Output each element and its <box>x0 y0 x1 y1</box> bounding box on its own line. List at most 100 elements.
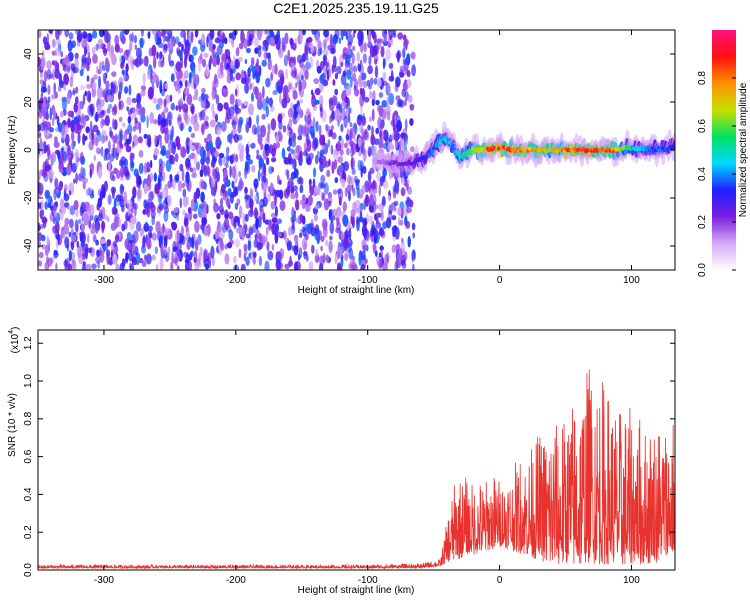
noise-blob <box>81 31 88 39</box>
noise-blob <box>315 34 320 43</box>
noise-blob <box>98 112 105 119</box>
noise-blob <box>338 196 342 206</box>
noise-blob <box>225 49 231 58</box>
noise-blob <box>139 37 144 49</box>
noise-blob <box>299 98 303 104</box>
noise-blob <box>370 77 374 86</box>
noise-blob <box>143 199 148 209</box>
noise-blob <box>312 167 317 178</box>
noise-blob <box>401 88 407 98</box>
noise-blob <box>378 184 381 197</box>
noise-blob <box>328 129 331 138</box>
noise-blob <box>132 125 137 132</box>
noise-blob <box>203 225 208 237</box>
noise-blob <box>238 248 242 259</box>
noise-blob <box>251 124 257 135</box>
noise-blob <box>123 191 127 201</box>
noise-blob <box>43 96 46 103</box>
noise-blob <box>400 241 406 251</box>
noise-blob <box>126 199 133 209</box>
noise-blob <box>174 153 179 163</box>
noise-blob <box>360 264 366 270</box>
noise-blob <box>304 141 308 150</box>
noise-blob <box>293 261 299 270</box>
noise-blob <box>343 115 348 128</box>
noise-blob <box>143 56 149 67</box>
noise-blob <box>61 96 67 103</box>
noise-blob <box>382 180 389 189</box>
noise-blob <box>128 84 132 96</box>
noise-blob <box>185 40 189 47</box>
noise-blob <box>292 158 297 167</box>
y-tick-label: 0.4 <box>23 487 34 501</box>
noise-blob <box>133 168 139 177</box>
noise-blob <box>220 238 224 250</box>
noise-blob <box>170 102 175 111</box>
noise-blob <box>93 74 98 80</box>
noise-blob <box>349 76 353 88</box>
noise-blob <box>97 38 104 50</box>
noise-blob <box>184 55 187 69</box>
noise-blob <box>362 80 368 88</box>
noise-blob <box>153 119 158 125</box>
noise-blob <box>293 168 299 179</box>
noise-blob <box>372 45 378 56</box>
noise-blob <box>340 123 344 133</box>
noise-blob <box>214 51 219 59</box>
noise-blob <box>344 96 349 103</box>
noise-blob <box>260 171 267 179</box>
noise-blob <box>337 246 343 258</box>
noise-blob <box>265 105 269 118</box>
noise-blob <box>404 56 411 66</box>
noise-blob <box>395 95 401 101</box>
noise-blob <box>218 152 225 159</box>
noise-blob <box>146 206 151 218</box>
noise-blob <box>121 122 126 128</box>
noise-blob <box>191 54 195 62</box>
noise-blob <box>93 154 97 162</box>
y-tick-label: 0.0 <box>23 563 34 577</box>
noise-blob <box>271 166 274 173</box>
noise-blob <box>332 94 336 106</box>
noise-blob <box>164 234 168 242</box>
noise-blob <box>348 191 351 202</box>
noise-blob <box>251 92 254 102</box>
noise-blob <box>381 46 385 58</box>
noise-blob <box>96 87 103 99</box>
noise-blob <box>250 142 256 149</box>
noise-blob <box>88 140 94 151</box>
noise-blob <box>288 136 293 147</box>
noise-blob <box>185 225 189 233</box>
noise-blob <box>65 243 69 249</box>
noise-blob <box>378 252 382 258</box>
noise-blob <box>270 183 274 190</box>
noise-blob <box>45 112 49 121</box>
noise-blob <box>180 235 186 246</box>
noise-blob <box>41 50 45 59</box>
noise-blob <box>131 97 138 104</box>
colorbar-tick-label: 0.8 <box>697 71 708 85</box>
noise-blob <box>48 169 55 179</box>
noise-blob <box>215 126 222 136</box>
noise-blob <box>314 88 321 96</box>
noise-blob <box>46 235 50 246</box>
noise-blob <box>195 161 201 171</box>
noise-blob <box>163 98 167 108</box>
noise-blob <box>228 229 234 241</box>
noise-blob <box>182 195 188 208</box>
noise-blob <box>47 257 53 267</box>
noise-blob <box>394 178 399 186</box>
noise-blob <box>314 99 320 105</box>
x-tick-label: -300 <box>94 575 114 586</box>
x-tick-label: -200 <box>226 575 246 586</box>
noise-blob <box>311 95 317 108</box>
noise-blob <box>247 159 253 165</box>
noise-blob <box>361 115 367 126</box>
noise-blob <box>159 257 164 270</box>
noise-blob <box>319 74 325 84</box>
noise-blob <box>257 216 262 228</box>
noise-blob <box>59 198 64 211</box>
noise-blob <box>288 83 292 90</box>
noise-blob <box>248 103 254 116</box>
noise-blob <box>114 34 120 46</box>
